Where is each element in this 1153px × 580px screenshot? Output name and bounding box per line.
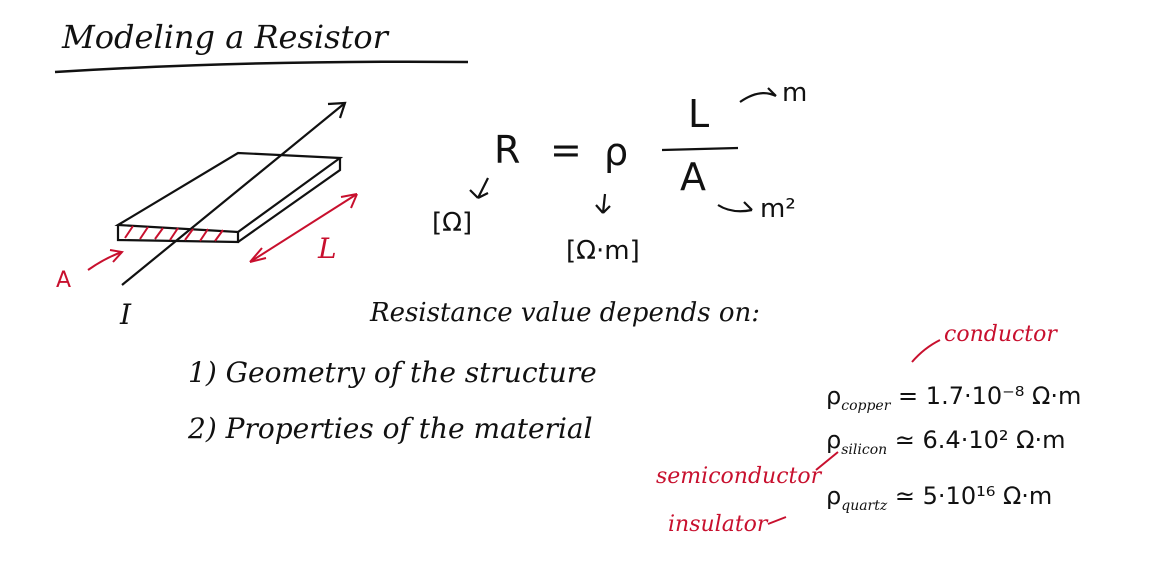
unit-resistance: [Ω] <box>432 208 473 238</box>
formula-rho-symbol: ρ <box>604 130 629 174</box>
unit-length: m <box>782 78 808 108</box>
silicon-name: silicon <box>841 441 888 458</box>
copper-symbol: ρ <box>826 382 842 410</box>
label-area: A <box>56 268 72 293</box>
factor-geometry: 1) Geometry of the structure <box>188 356 597 389</box>
formula-resistance-symbol: R <box>494 128 521 172</box>
silicon-value: 6.4·10² Ω·m <box>922 426 1066 454</box>
factor-material: 2) Properties of the material <box>188 412 593 445</box>
silicon-relation: ≃ <box>894 426 915 454</box>
quartz-value: 5·10¹⁶ Ω·m <box>922 482 1053 510</box>
material-quartz-row: ρquartz ≃ 5·10¹⁶ Ω·m <box>826 482 1052 514</box>
copper-name: copper <box>841 397 891 414</box>
material-silicon-row: ρsilicon ≃ 6.4·10² Ω·m <box>826 426 1065 458</box>
category-semiconductor: semiconductor <box>656 464 822 489</box>
material-copper-row: ρcopper = 1.7·10⁻⁸ Ω·m <box>826 382 1081 414</box>
label-length: L <box>318 232 337 265</box>
quartz-relation: ≃ <box>894 482 916 510</box>
formula-numerator: L <box>688 92 710 136</box>
category-insulator: insulator <box>668 512 768 537</box>
category-conductor: conductor <box>944 322 1057 347</box>
resistor-slab-drawing <box>114 101 347 286</box>
copper-relation: = <box>898 382 919 410</box>
dependency-statement: Resistance value depends on: <box>370 298 760 328</box>
copper-value: 1.7·10⁻⁸ Ω·m <box>925 382 1082 410</box>
formula-denominator: A <box>680 155 706 199</box>
quartz-symbol: ρ <box>826 482 842 510</box>
formula-equals: = <box>550 128 582 172</box>
label-current: I <box>120 298 132 331</box>
unit-area: m² <box>760 194 796 224</box>
silicon-symbol: ρ <box>826 426 842 454</box>
unit-resistivity: [Ω·m] <box>566 236 640 266</box>
quartz-name: quartz <box>841 497 888 514</box>
page-title: Modeling a Resistor <box>62 18 388 56</box>
